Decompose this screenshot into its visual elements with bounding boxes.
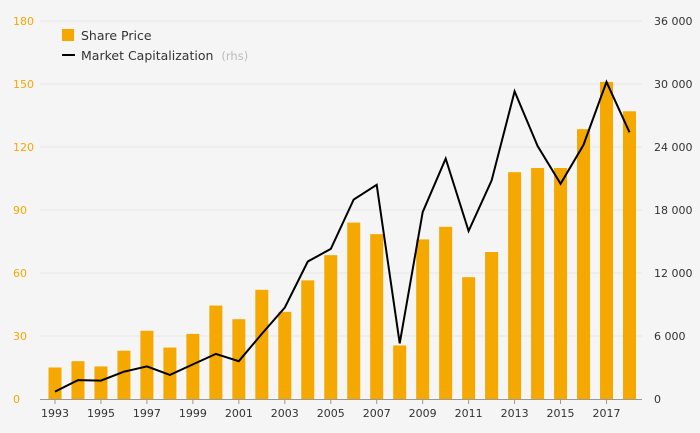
bar-share-price (416, 239, 430, 399)
bar-share-price (255, 289, 269, 399)
bar-share-price (393, 345, 407, 399)
x-tick-label: 2015 (547, 407, 575, 420)
bar-share-price (209, 305, 223, 399)
x-tick-label: 2001 (225, 407, 253, 420)
bar-share-price (370, 234, 384, 399)
left-tick-label: 0 (13, 393, 20, 406)
bar-share-price (232, 319, 246, 399)
x-tick-label: 2011 (455, 407, 483, 420)
bar-share-price (485, 252, 499, 399)
share-price-bars (48, 81, 636, 400)
bar-share-price (439, 226, 453, 399)
bar-share-price (186, 333, 200, 399)
x-tick-label: 2009 (409, 407, 437, 420)
bar-share-price (48, 367, 62, 399)
gridlines (40, 20, 642, 337)
left-tick-label: 180 (13, 15, 34, 28)
x-tick-label: 2013 (501, 407, 529, 420)
bar-share-price (324, 255, 338, 399)
x-tick-label: 2003 (271, 407, 299, 420)
bar-share-price (462, 277, 476, 399)
left-tick-label: 90 (13, 204, 27, 217)
bar-share-price (508, 172, 522, 399)
right-axis-ticks: 0 6 000 12 000 18 000 24 000 30 000 36 000 (654, 15, 693, 406)
x-tick-label: 2017 (593, 407, 621, 420)
right-tick-label: 18 000 (654, 204, 693, 217)
legend-share-price-swatch (62, 29, 74, 41)
left-tick-label: 30 (13, 330, 27, 343)
bar-share-price (554, 168, 568, 399)
bar-share-price (140, 330, 154, 399)
legend-market-cap-label: Market Capitalization (rhs) (81, 48, 248, 63)
x-tick-label: 1995 (87, 407, 115, 420)
bar-share-price (531, 168, 545, 399)
bar-share-price (600, 81, 614, 400)
market-cap-line (54, 79, 631, 393)
x-axis-ticks: 1993 1995 1997 1999 2001 2003 2005 2007 2009 2011… (41, 399, 621, 420)
x-tick-label: 2007 (363, 407, 391, 420)
bar-share-price (94, 366, 108, 399)
right-tick-label: 12 000 (654, 267, 693, 280)
bar-share-price (301, 280, 315, 399)
left-tick-label: 120 (13, 141, 34, 154)
right-tick-label: 6 000 (654, 330, 686, 343)
x-tick-label: 1993 (41, 407, 69, 420)
right-tick-label: 0 (654, 393, 661, 406)
left-axis-ticks: 0 30 60 90 120 150 180 (13, 15, 34, 406)
x-tick-label: 1997 (133, 407, 161, 420)
bar-share-price (163, 347, 177, 399)
legend-market-cap-suffix: (rhs) (221, 49, 248, 63)
legend: Share Price Market Capitalization (rhs) (62, 28, 248, 63)
legend-market-cap-name: Market Capitalization (81, 48, 213, 63)
bar-share-price (347, 222, 361, 399)
right-tick-label: 30 000 (654, 78, 693, 91)
left-tick-label: 60 (13, 267, 27, 280)
left-tick-label: 150 (13, 78, 34, 91)
right-tick-label: 24 000 (654, 141, 693, 154)
x-tick-label: 2005 (317, 407, 345, 420)
x-tick-label: 1999 (179, 407, 207, 420)
legend-share-price-label: Share Price (81, 28, 152, 43)
bar-share-price (623, 111, 636, 400)
bar-share-price (278, 311, 292, 399)
bar-share-price (117, 350, 131, 399)
bar-share-price (577, 129, 591, 399)
right-tick-label: 36 000 (654, 15, 693, 28)
